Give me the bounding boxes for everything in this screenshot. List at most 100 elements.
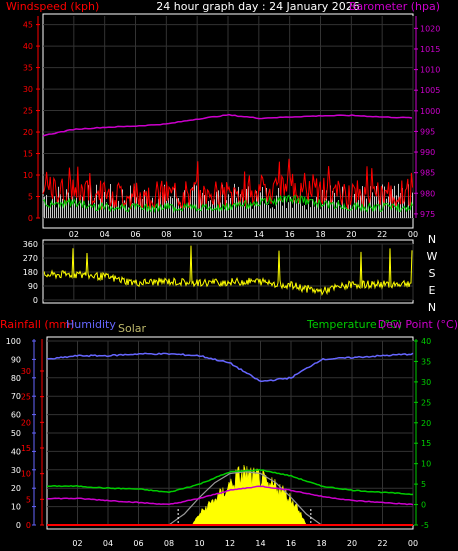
sunrise-sunset-markers: [177, 509, 312, 525]
gust-bar: [244, 206, 245, 218]
rain-y-tick-label: 15: [21, 444, 31, 453]
gust-bar: [242, 197, 243, 218]
compass-label: N: [428, 301, 436, 314]
gust-bar: [320, 209, 321, 218]
wind-x-ticks: 02 04 06 08 10 12 14 16 18 20 22 00: [69, 230, 418, 239]
gust-bar: [292, 207, 293, 218]
humidity-y-tick-label: 20: [11, 484, 21, 493]
humidity-y-tick-label: 100: [6, 337, 21, 346]
humidity-y-tick-label: 10: [11, 503, 21, 512]
gust-bar: [260, 192, 261, 218]
gust-bar: [290, 196, 291, 218]
baro-y-tick-label: 1000: [420, 107, 440, 116]
wind-x-tick-label: 18: [315, 230, 325, 239]
gust-bar: [106, 202, 107, 218]
gust-bar: [222, 184, 223, 218]
gust-bar: [294, 200, 295, 218]
gust-bar: [348, 204, 349, 218]
rain-y-tick-label: 30: [21, 367, 31, 376]
wind-y-tick-label: 45: [23, 21, 33, 30]
gust-bar: [306, 209, 307, 218]
wind-y-ticks: 0 5 10 15 20 25 30 35 40 45: [23, 21, 40, 223]
gust-bar: [272, 207, 273, 218]
temp-y-tick-label: 30: [421, 378, 431, 387]
gust-bar: [206, 208, 207, 218]
gust-bar: [194, 184, 195, 218]
gust-bar: [386, 198, 387, 218]
gust-bar: [126, 200, 127, 218]
gust-bar: [318, 198, 319, 218]
gust-bar: [388, 196, 389, 218]
gust-bar: [70, 207, 71, 218]
gust-bar: [92, 206, 93, 218]
temp-x-tick-label: 14: [255, 539, 265, 548]
gust-bar: [368, 206, 369, 218]
gust-bar: [248, 186, 249, 218]
gust-bar: [310, 207, 311, 218]
gust-bar: [98, 204, 99, 218]
gust-bar: [188, 202, 189, 218]
gust-bar: [372, 192, 373, 218]
temp-y-tick-label: 15: [421, 439, 431, 448]
gust-bar: [80, 194, 81, 218]
winddir-y-ticks: 360 270 180 90 0: [23, 240, 38, 305]
baro-y-tick-label: 1020: [420, 24, 440, 33]
gust-bar: [288, 202, 289, 218]
gust-bar: [266, 187, 267, 218]
gust-bar: [94, 197, 95, 218]
gust-bar: [166, 201, 167, 218]
gust-bar: [186, 206, 187, 218]
gust-bar: [220, 202, 221, 218]
winddir-y-tick-label: 180: [23, 268, 38, 277]
gust-bar: [96, 184, 97, 218]
gust-bar: [180, 202, 181, 218]
baro-y-tick-label: 1010: [420, 66, 440, 75]
gust-bar: [360, 195, 361, 218]
temperature-axis-title: Temperature (°C): [306, 318, 402, 331]
temp-x-tick-label: 22: [377, 539, 387, 548]
gust-bar: [136, 197, 137, 218]
gust-bar: [110, 183, 111, 218]
temp-y-tick-label: 25: [421, 398, 431, 407]
gust-bar: [174, 187, 175, 218]
temp-y-tick-label: 5: [421, 480, 426, 489]
gust-bar: [278, 187, 279, 218]
gust-bar: [274, 208, 275, 218]
gust-bar: [282, 205, 283, 218]
gust-bar: [86, 208, 87, 218]
temp-y-tick-label: -5: [421, 521, 429, 530]
gust-bar: [216, 191, 217, 218]
windspeed-axis-title: Windspeed (kph): [6, 0, 99, 13]
gust-bar: [286, 208, 287, 218]
barometer-line: [42, 113, 413, 137]
wind-y-tick-label: 35: [23, 64, 33, 73]
gust-bar: [236, 197, 237, 218]
humidity-y-tick-label: 0: [16, 521, 21, 530]
gust-bar: [90, 184, 91, 218]
gust-bar: [128, 207, 129, 218]
gust-bar: [172, 198, 173, 218]
gust-bar: [382, 184, 383, 218]
gust-bar: [52, 197, 53, 218]
gust-bar: [344, 207, 345, 218]
gust-bar: [114, 203, 115, 218]
winddir-y-tick-label: 360: [23, 240, 38, 249]
wind-y-tick-label: 15: [23, 150, 33, 159]
gust-bar: [338, 200, 339, 218]
gust-bar: [228, 194, 229, 218]
temp-x-tick-label: 10: [194, 539, 204, 548]
gust-bar: [142, 199, 143, 218]
gust-bar: [346, 207, 347, 218]
rain-y-tick-label: 0: [26, 521, 31, 530]
wind-x-tick-label: 06: [130, 230, 140, 239]
chart-title: 24 hour graph day : 24 January 2026: [156, 0, 360, 13]
rain-y-tick-label: 5: [26, 495, 31, 504]
gust-bar: [354, 193, 355, 218]
gust-bar: [46, 194, 47, 218]
wind-x-tick-label: 08: [161, 230, 171, 239]
gust-bar: [214, 199, 215, 218]
gust-bar: [302, 205, 303, 218]
gust-bar: [192, 187, 193, 218]
